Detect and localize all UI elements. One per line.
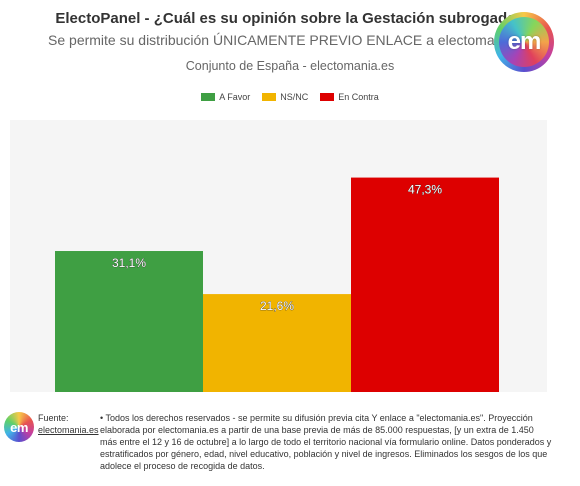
legend-swatch-favor xyxy=(201,93,216,101)
data-label-2: 47,3% xyxy=(408,183,442,197)
legend-item-nsnc: NS/NC xyxy=(262,92,308,102)
legend-item-favor: A Favor xyxy=(201,92,250,102)
legend-label-nsnc: NS/NC xyxy=(280,92,309,102)
bar-ns-nc xyxy=(203,294,351,392)
chart-scope: Conjunto de España - electomania.es xyxy=(185,59,395,73)
bar-en-contra xyxy=(351,177,499,392)
chart-title: ElectoPanel - ¿Cuál es su opinión sobre … xyxy=(55,10,525,27)
source-link[interactable]: electomania.es xyxy=(38,425,99,435)
methodology-note: • Todos los derechos reservados - se per… xyxy=(100,413,552,471)
legend-item-contra: En Contra xyxy=(320,92,379,102)
legend-label-favor: A Favor xyxy=(219,92,251,102)
legend-swatch-contra xyxy=(320,93,335,101)
legend-swatch-nsnc xyxy=(262,93,277,101)
footer-logo: em xyxy=(4,412,34,442)
bar-a-favor xyxy=(55,251,203,392)
electomania-logo: em xyxy=(494,12,554,72)
bar-chart: 31,1% 21,6% 47,3% xyxy=(55,177,499,392)
legend-label-contra: En Contra xyxy=(338,92,379,102)
data-label-1: 21,6% xyxy=(260,299,294,313)
chart-legend: A Favor NS/NC En Contra xyxy=(0,92,580,102)
data-label-0: 31,1% xyxy=(112,256,146,270)
plot-area: 31,1% 21,6% 47,3% xyxy=(10,120,547,392)
chart-subtitle: Se permite su distribución ÚNICAMENTE PR… xyxy=(48,32,532,48)
source-block: Fuente: electomania.es xyxy=(38,412,104,436)
source-label: Fuente: xyxy=(38,413,69,423)
logo-text: em xyxy=(499,17,549,67)
